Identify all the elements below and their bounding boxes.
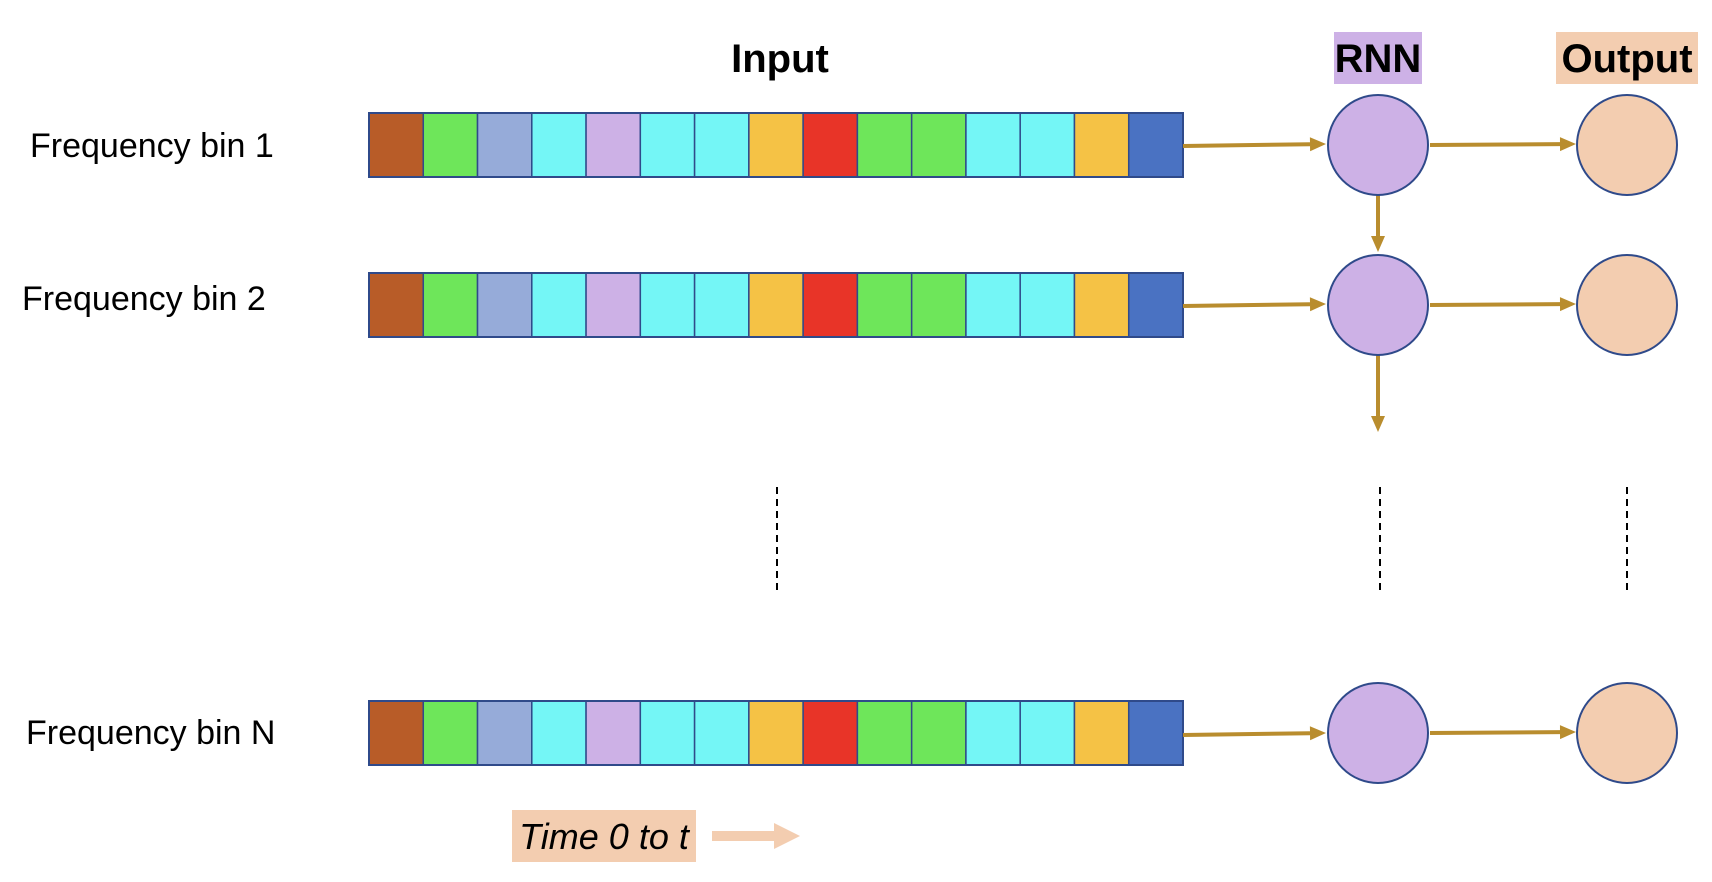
row-label-bin-2: Frequency bin 2 bbox=[22, 280, 266, 318]
arrow-rnn-to-output-bin-n bbox=[1429, 725, 1576, 740]
input-cell bbox=[802, 112, 859, 178]
input-cell bbox=[1073, 700, 1130, 766]
input-cell bbox=[531, 112, 587, 178]
rnn-node-bin-1 bbox=[1327, 94, 1429, 196]
input-cell bbox=[856, 700, 913, 766]
input-cell bbox=[693, 272, 750, 338]
input-cell bbox=[1019, 272, 1076, 338]
input-cell bbox=[422, 112, 479, 178]
input-cell bbox=[965, 700, 1021, 766]
input-cell bbox=[531, 272, 587, 338]
input-cell bbox=[802, 700, 859, 766]
input-cell bbox=[748, 700, 804, 766]
input-cell bbox=[965, 272, 1021, 338]
input-cell bbox=[965, 112, 1021, 178]
arrow-input-to-rnn-bin-n bbox=[1182, 726, 1326, 741]
time-label: Time 0 to t bbox=[519, 816, 691, 857]
input-cell bbox=[748, 112, 804, 178]
input-cell bbox=[1073, 112, 1130, 178]
output-node-bin-n bbox=[1576, 682, 1678, 784]
input-cell bbox=[639, 112, 696, 178]
input-cell bbox=[693, 112, 750, 178]
input-sequence-bin-2 bbox=[368, 272, 1184, 338]
input-sequence-bin-1 bbox=[368, 112, 1184, 178]
input-cell bbox=[422, 272, 479, 338]
input-sequence-bin-n bbox=[368, 700, 1184, 766]
input-cell bbox=[639, 272, 696, 338]
input-cell bbox=[802, 272, 859, 338]
time-direction-arrow-icon bbox=[712, 823, 800, 849]
arrow-input-to-rnn-bin-1 bbox=[1182, 137, 1326, 152]
rnn-node-bin-n bbox=[1327, 682, 1429, 784]
input-cell bbox=[910, 272, 967, 338]
arrow-input-to-rnn-bin-2 bbox=[1182, 297, 1326, 312]
input-cell bbox=[910, 700, 967, 766]
input-header: Input bbox=[731, 37, 829, 81]
input-cell bbox=[856, 272, 913, 338]
rnn-header-bg bbox=[1334, 32, 1422, 84]
input-cell bbox=[1127, 700, 1184, 766]
input-cell bbox=[368, 700, 425, 766]
output-node-bin-1 bbox=[1576, 94, 1678, 196]
arrow-rnn-to-output-bin-2 bbox=[1429, 297, 1576, 312]
input-cell bbox=[693, 700, 750, 766]
arrow-rnn-to-output-bin-1 bbox=[1429, 137, 1576, 152]
input-cell bbox=[1019, 700, 1076, 766]
input-cell bbox=[856, 112, 913, 178]
input-cell bbox=[910, 112, 967, 178]
input-cell bbox=[1019, 112, 1076, 178]
rnn-node-bin-2 bbox=[1327, 254, 1429, 356]
input-cell bbox=[531, 700, 587, 766]
connection-arrows bbox=[1182, 137, 1576, 741]
input-cell bbox=[585, 272, 642, 338]
row-label-bin-1: Frequency bin 1 bbox=[30, 127, 274, 165]
input-cell bbox=[368, 112, 425, 178]
input-cell bbox=[476, 112, 533, 178]
input-cell bbox=[639, 700, 696, 766]
input-cell bbox=[476, 700, 533, 766]
time-label-bg bbox=[512, 810, 696, 862]
input-cell bbox=[585, 700, 642, 766]
row-label-bin-n: Frequency bin N bbox=[26, 714, 275, 752]
input-cell bbox=[748, 272, 804, 338]
input-cell bbox=[476, 272, 533, 338]
arrow-rnn-bin-2-down bbox=[1371, 355, 1385, 432]
rnn-header: RNN bbox=[1335, 37, 1422, 81]
input-cell bbox=[368, 272, 425, 338]
output-header: Output bbox=[1561, 37, 1692, 81]
input-cell bbox=[1127, 112, 1184, 178]
input-cell bbox=[585, 112, 642, 178]
input-cell bbox=[1127, 272, 1184, 338]
input-cell bbox=[422, 700, 479, 766]
output-header-bg bbox=[1556, 32, 1698, 84]
output-node-bin-2 bbox=[1576, 254, 1678, 356]
input-cell bbox=[1073, 272, 1130, 338]
arrow-rnn-bin-1-to-bin-2 bbox=[1371, 195, 1385, 252]
